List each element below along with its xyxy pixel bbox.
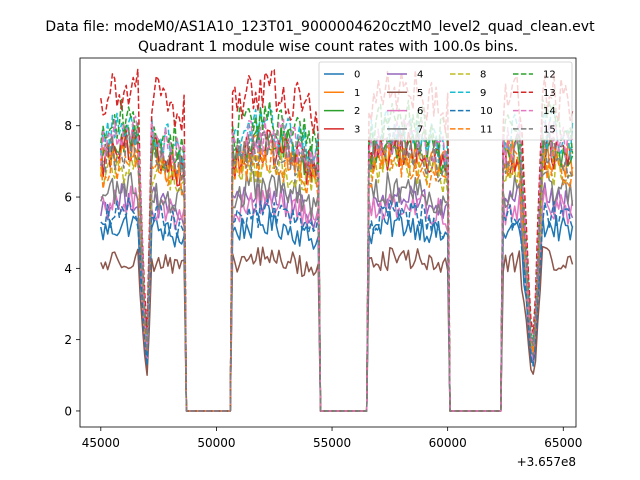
- x-offset-label: +3.657e8: [517, 455, 576, 469]
- legend-label-8: 8: [480, 70, 486, 81]
- legend-label-10: 10: [480, 106, 493, 117]
- legend-label-14: 14: [543, 106, 556, 117]
- legend-label-3: 3: [354, 124, 360, 135]
- legend-label-15: 15: [543, 124, 556, 135]
- legend-label-7: 7: [417, 124, 423, 135]
- legend-label-11: 11: [480, 124, 493, 135]
- legend-label-4: 4: [417, 70, 423, 81]
- x-tick-label: 45000: [82, 436, 120, 450]
- y-axis: 0 2 4 6 8: [64, 119, 80, 418]
- y-tick-label: 4: [64, 262, 72, 276]
- figure-suptitle: Data file: modeM0/AS1A10_123T01_90000046…: [45, 19, 595, 35]
- y-tick-label: 8: [64, 119, 72, 133]
- y-tick-label: 0: [64, 404, 72, 418]
- legend-label-6: 6: [417, 106, 423, 117]
- legend-box: [318, 61, 573, 141]
- legend-label-2: 2: [354, 106, 360, 117]
- y-tick-label: 2: [64, 333, 72, 347]
- legend-label-0: 0: [354, 70, 360, 81]
- legend-label-9: 9: [480, 88, 486, 99]
- x-tick-label: 50000: [197, 436, 235, 450]
- legend-label-12: 12: [543, 70, 556, 81]
- x-tick-label: 65000: [544, 436, 582, 450]
- plot-title: Quadrant 1 module wise count rates with …: [138, 39, 518, 55]
- legend-label-13: 13: [543, 88, 556, 99]
- legend-label-1: 1: [354, 88, 360, 99]
- y-tick-label: 6: [64, 191, 72, 205]
- series-layer: [100, 68, 574, 412]
- x-axis: 45000 50000 55000 60000 65000: [82, 427, 582, 450]
- legend-label-5: 5: [417, 88, 423, 99]
- x-tick-label: 55000: [313, 436, 351, 450]
- x-tick-label: 60000: [429, 436, 467, 450]
- plot-frame: [79, 57, 577, 428]
- series-line-15: [100, 130, 574, 412]
